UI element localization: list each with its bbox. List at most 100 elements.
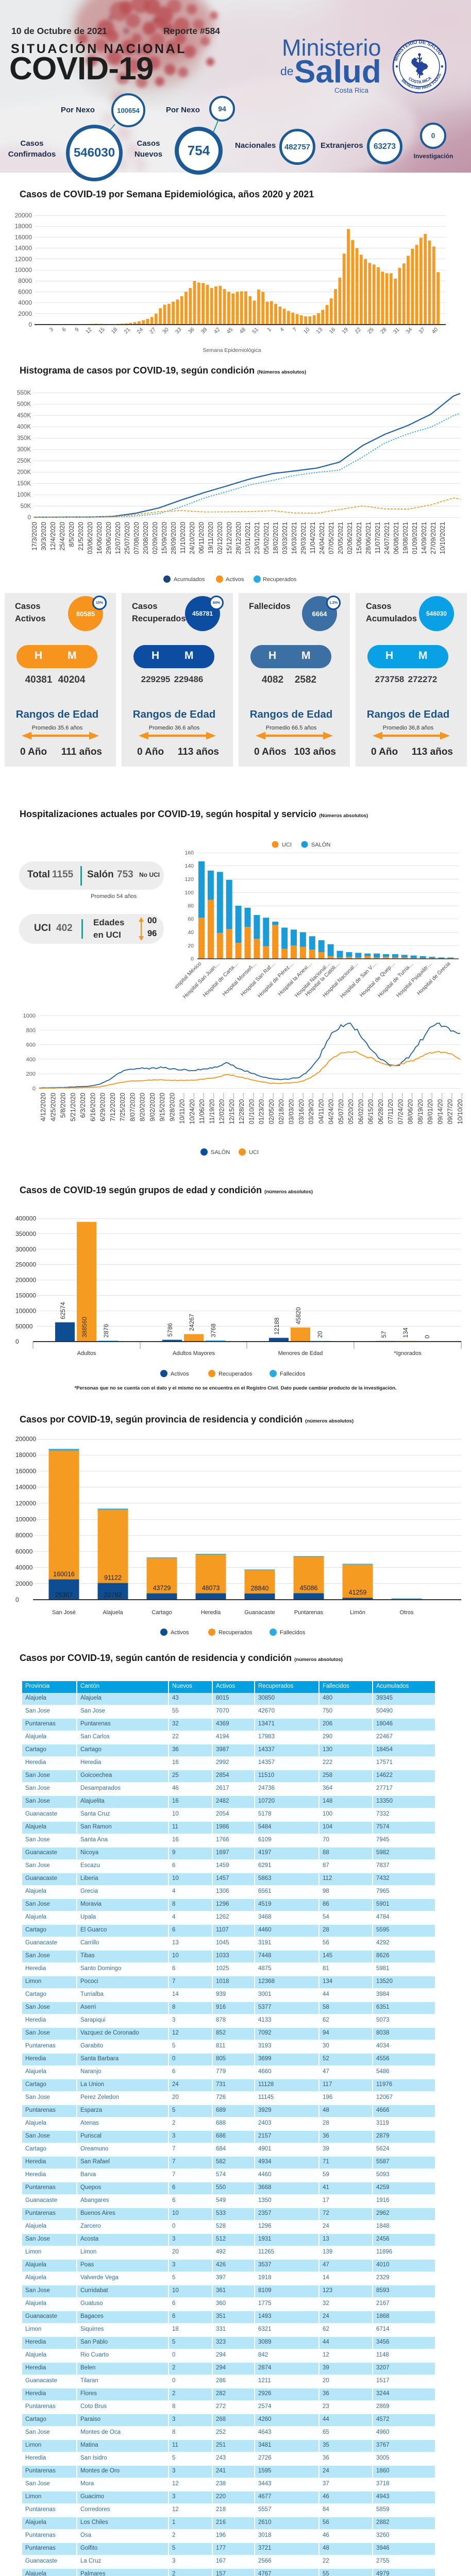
svg-text:16/03/2021: 16/03/2021 xyxy=(291,522,298,554)
svg-text:Limón: Limón xyxy=(350,1609,365,1616)
svg-text:450K: 450K xyxy=(17,413,31,419)
svg-text:350000: 350000 xyxy=(15,1230,36,1238)
svg-text:9: 9 xyxy=(74,327,80,333)
svg-text:14000: 14000 xyxy=(15,245,32,252)
svg-text:160016: 160016 xyxy=(53,1570,75,1578)
svg-text:388560: 388560 xyxy=(81,1317,88,1337)
svg-text:24/07/2021: 24/07/2021 xyxy=(383,522,391,554)
svg-text:0: 0 xyxy=(424,1335,431,1338)
svg-text:25/07/2020: 25/07/2020 xyxy=(124,522,131,554)
svg-text:05/02/2021: 05/02/2021 xyxy=(263,522,270,554)
svg-text:15/06/2021: 15/06/2021 xyxy=(356,522,363,554)
svg-text:Activos: Activos xyxy=(171,1371,189,1377)
svg-text:45086: 45086 xyxy=(300,1584,318,1591)
svg-text:01/09/2021: 01/09/2021 xyxy=(411,522,418,554)
svg-text:60: 60 xyxy=(188,916,194,922)
svg-text:134: 134 xyxy=(402,1327,409,1337)
svg-text:27/09/2021: 27/09/2021 xyxy=(430,522,437,554)
svg-text:Semana Epidemiológica: Semana Epidemiológica xyxy=(203,347,261,353)
svg-text:10/11/20…: 10/11/20… xyxy=(179,1093,186,1124)
svg-text:16000: 16000 xyxy=(15,233,32,241)
svg-text:120: 120 xyxy=(184,876,194,883)
svg-text:30: 30 xyxy=(161,327,170,335)
svg-text:300K: 300K xyxy=(17,447,31,453)
svg-text:40000: 40000 xyxy=(15,1564,33,1571)
svg-text:6: 6 xyxy=(61,327,68,333)
svg-text:250000: 250000 xyxy=(15,1261,36,1268)
svg-text:34: 34 xyxy=(405,327,414,335)
svg-text:60000: 60000 xyxy=(15,1548,33,1555)
svg-text:03/16/20…: 03/16/20… xyxy=(298,1093,305,1124)
svg-text:500K: 500K xyxy=(17,401,31,408)
svg-text:02/05/20…: 02/05/20… xyxy=(268,1093,275,1124)
svg-text:1000: 1000 xyxy=(23,1013,36,1019)
svg-text:19/08/2021: 19/08/2021 xyxy=(402,522,409,554)
svg-text:8/20/2020: 8/20/2020 xyxy=(139,1093,146,1122)
svg-text:07/08/2020: 07/08/2020 xyxy=(133,522,140,554)
svg-text:07/05/2021: 07/05/2021 xyxy=(328,522,335,554)
svg-text:16/06/2020: 16/06/2020 xyxy=(96,522,103,554)
svg-text:Puntarenas: Puntarenas xyxy=(294,1609,324,1616)
svg-text:03/06/2020: 03/06/2020 xyxy=(87,522,94,554)
svg-text:05/20/20…: 05/20/20… xyxy=(347,1093,355,1124)
svg-text:Adultos Mayores: Adultos Mayores xyxy=(173,1350,215,1357)
svg-text:400: 400 xyxy=(26,1057,36,1063)
svg-text:5786: 5786 xyxy=(166,1323,174,1336)
svg-text:09/27/20…: 09/27/20… xyxy=(447,1093,454,1124)
svg-text:20: 20 xyxy=(188,943,194,949)
svg-text:19/11/2020: 19/11/2020 xyxy=(207,522,214,554)
svg-text:17/3/2020: 17/3/2020 xyxy=(31,522,38,551)
svg-text:Guanacaste: Guanacaste xyxy=(244,1609,275,1616)
svg-text:51: 51 xyxy=(251,327,260,335)
svg-text:6/16/2020: 6/16/2020 xyxy=(89,1093,96,1122)
svg-text:Adultos: Adultos xyxy=(77,1350,96,1357)
svg-text:100K: 100K xyxy=(17,492,31,498)
svg-text:6000: 6000 xyxy=(18,288,32,295)
svg-text:12/15/20…: 12/15/20… xyxy=(228,1093,236,1124)
svg-text:01/10/20…: 01/10/20… xyxy=(248,1093,256,1124)
svg-text:18: 18 xyxy=(110,327,119,335)
svg-text:80000: 80000 xyxy=(15,1532,33,1539)
svg-text:31: 31 xyxy=(392,327,401,335)
svg-text:29/06/2020: 29/06/2020 xyxy=(105,522,112,554)
svg-text:150000: 150000 xyxy=(15,1292,36,1299)
svg-text:04/11/20…: 04/11/20… xyxy=(317,1093,325,1124)
svg-text:Hospital San Raf…: Hospital San Raf… xyxy=(240,961,277,998)
svg-text:Activos: Activos xyxy=(171,1630,189,1636)
svg-text:02/18/20…: 02/18/20… xyxy=(278,1093,285,1124)
svg-text:08/06/20…: 08/06/20… xyxy=(407,1093,414,1124)
svg-text:12188: 12188 xyxy=(273,1317,280,1335)
svg-text:Hospital de Grecia: Hospital de Grecia xyxy=(416,961,452,997)
svg-text:550K: 550K xyxy=(17,390,31,396)
svg-text:27: 27 xyxy=(148,327,157,335)
svg-text:200: 200 xyxy=(26,1071,36,1077)
svg-text:0: 0 xyxy=(28,515,31,521)
svg-text:22: 22 xyxy=(354,327,362,335)
svg-text:4/25/2020: 4/25/2020 xyxy=(49,1093,57,1122)
svg-text:400K: 400K xyxy=(17,424,31,430)
svg-text:25: 25 xyxy=(366,327,375,335)
svg-text:250K: 250K xyxy=(17,458,31,464)
svg-text:04/24/20…: 04/24/20… xyxy=(328,1093,335,1124)
svg-text:0: 0 xyxy=(15,1596,19,1603)
svg-text:Recuperados: Recuperados xyxy=(263,577,297,583)
svg-text:350K: 350K xyxy=(17,435,31,442)
svg-text:03/29/20…: 03/29/20… xyxy=(308,1093,315,1124)
svg-text:5/8/2020: 5/8/2020 xyxy=(60,1093,67,1118)
svg-text:11/19/20…: 11/19/20… xyxy=(208,1093,215,1124)
svg-text:19: 19 xyxy=(341,327,349,335)
svg-text:07/24/20…: 07/24/20… xyxy=(397,1093,404,1124)
svg-text:140: 140 xyxy=(184,863,194,869)
svg-text:200K: 200K xyxy=(17,469,31,476)
svg-text:10/24/20…: 10/24/20… xyxy=(189,1093,196,1124)
svg-text:42: 42 xyxy=(213,327,222,335)
svg-text:28/06/2021: 28/06/2021 xyxy=(365,522,372,554)
svg-text:12/02/20…: 12/02/20… xyxy=(218,1093,226,1124)
svg-text:13: 13 xyxy=(315,327,324,335)
svg-text:100000: 100000 xyxy=(15,1516,36,1523)
svg-text:15/12/2020: 15/12/2020 xyxy=(226,522,233,554)
svg-text:150K: 150K xyxy=(17,481,31,487)
svg-text:62574: 62574 xyxy=(59,1302,66,1319)
svg-text:30/3/2020: 30/3/2020 xyxy=(40,522,47,551)
svg-text:33: 33 xyxy=(174,327,183,335)
